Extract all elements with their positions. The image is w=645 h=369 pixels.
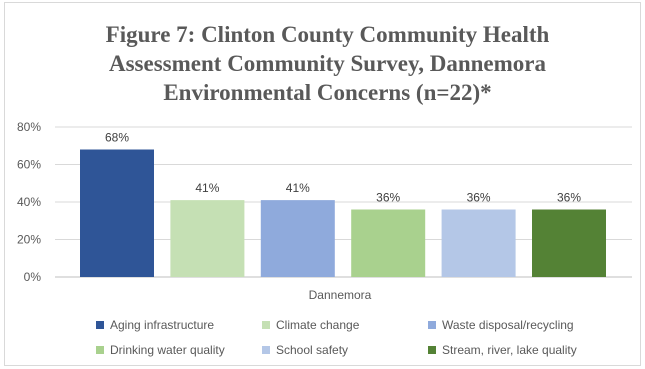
legend-swatch [262, 346, 270, 354]
y-tick-label: 0% [24, 270, 42, 284]
chart-title-line-3: Environmental Concerns (n=22)* [163, 80, 492, 105]
data-labels: 68% 41% 41% 36% 36% 36% [105, 131, 581, 205]
legend-label: School safety [276, 343, 349, 357]
legend-item: Climate change [262, 318, 428, 332]
chart-title-line-2: Assessment Community Survey, Dannemora [109, 51, 546, 76]
data-label: 36% [467, 191, 491, 205]
bar [80, 149, 154, 277]
data-label: 41% [286, 181, 310, 195]
bar [170, 200, 245, 277]
chart-title: Figure 7: Clinton County Community Healt… [0, 20, 645, 107]
legend-swatch [96, 346, 104, 354]
legend-item: School safety [262, 343, 428, 357]
bar [441, 209, 516, 277]
legend-swatch [428, 321, 436, 329]
y-axis-ticks: 0% 20% 40% 60% 80% [17, 120, 41, 284]
legend-item: Stream, river, lake quality [428, 343, 628, 357]
x-category-label: Dannemora [309, 288, 372, 302]
y-tick-label: 80% [17, 120, 41, 134]
legend-item: Waste disposal/recycling [428, 318, 628, 332]
legend-swatch [262, 321, 270, 329]
legend-swatch [96, 321, 104, 329]
legend-label: Waste disposal/recycling [442, 318, 574, 332]
data-label: 36% [376, 191, 400, 205]
legend: Aging infrastructure Climate change Waste … [96, 318, 626, 357]
legend-item: Aging infrastructure [96, 318, 262, 332]
data-label: 41% [195, 181, 219, 195]
bar [351, 209, 426, 277]
bar [260, 200, 335, 277]
legend-label: Climate change [276, 318, 360, 332]
chart-title-line-1: Figure 7: Clinton County Community Healt… [105, 22, 550, 47]
legend-label: Stream, river, lake quality [442, 343, 577, 357]
legend-swatch [428, 346, 436, 354]
legend-label: Drinking water quality [110, 343, 225, 357]
y-tick-label: 20% [17, 233, 41, 247]
data-label: 36% [557, 191, 581, 205]
legend-label: Aging infrastructure [110, 318, 215, 332]
legend-item: Drinking water quality [96, 343, 262, 357]
y-tick-label: 40% [17, 195, 41, 209]
bar [532, 209, 606, 277]
y-tick-label: 60% [17, 158, 41, 172]
bars [80, 149, 606, 277]
data-label: 68% [105, 131, 129, 145]
